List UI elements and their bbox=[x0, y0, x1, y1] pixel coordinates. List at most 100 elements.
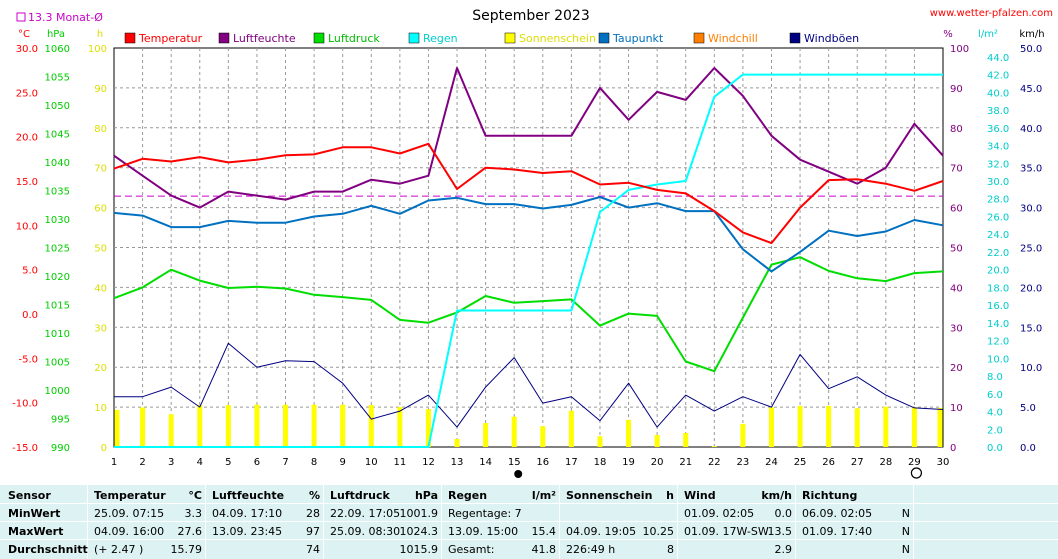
axis-unit-label: hPa bbox=[47, 29, 65, 40]
stats-cell-value: 15.79 bbox=[170, 543, 203, 556]
axis-tick-label: 90 bbox=[94, 84, 107, 95]
stats-header-unit: l/m² bbox=[531, 489, 556, 502]
stats-header-sun: Sonnenschein bbox=[566, 489, 653, 502]
x-tick-label: 14 bbox=[479, 457, 492, 468]
axis-tick-label: 90 bbox=[950, 84, 963, 95]
sunshine-bar bbox=[140, 407, 146, 447]
sunshine-bar bbox=[311, 404, 317, 447]
stats-cell-info: 04.09. 17:10 bbox=[212, 507, 283, 520]
legend-swatch bbox=[693, 32, 705, 44]
axis-tick-label: 80 bbox=[94, 124, 107, 135]
x-tick-label: 23 bbox=[737, 457, 750, 468]
axis-tick-label: 1020 bbox=[45, 272, 70, 283]
axis-tick-label: 10.0 bbox=[987, 354, 1009, 365]
axis-tick-label: 44.0 bbox=[987, 53, 1009, 64]
x-tick-label: 27 bbox=[851, 457, 864, 468]
axis-tick-label: 38.0 bbox=[987, 106, 1009, 117]
axis-tick-label: 100 bbox=[950, 44, 969, 55]
stats-row-divider bbox=[0, 521, 1058, 522]
stats-row-label: MaxWert bbox=[8, 525, 64, 538]
x-tick-label: 30 bbox=[937, 457, 950, 468]
stats-divider bbox=[795, 485, 796, 559]
x-tick-label: 10 bbox=[365, 457, 378, 468]
x-tick-label: 25 bbox=[794, 457, 807, 468]
axis-tick-label: 5.0 bbox=[22, 266, 38, 277]
axis-tick-label: 6.0 bbox=[987, 390, 1003, 401]
x-tick-label: 17 bbox=[565, 457, 578, 468]
axis-tick-label: 1000 bbox=[45, 386, 70, 397]
axis-tick-label: 1010 bbox=[45, 329, 70, 340]
sunshine-bar bbox=[225, 405, 231, 447]
sunshine-bar bbox=[454, 439, 460, 447]
axis-tick-label: 10.0 bbox=[16, 221, 38, 232]
sunshine-bar bbox=[597, 436, 603, 447]
stats-cell-info: 226:49 h bbox=[566, 543, 616, 556]
axis-tick-label: 25.0 bbox=[1020, 244, 1042, 255]
sunshine-bar bbox=[883, 406, 889, 447]
stats-divider bbox=[205, 485, 206, 559]
axis-tick-label: 70 bbox=[950, 164, 963, 175]
axis-tick-label: 26.0 bbox=[987, 212, 1009, 223]
axis-tick-label: 1055 bbox=[45, 73, 70, 84]
axis-unit-label: °C bbox=[18, 29, 30, 40]
axis-tick-label: 14.0 bbox=[987, 319, 1009, 330]
stats-cell-info: 01.09. 17:40 bbox=[802, 525, 873, 538]
sunshine-bar bbox=[568, 410, 574, 447]
axis-tick-label: 50 bbox=[94, 244, 107, 255]
axis-tick-label: 1045 bbox=[45, 130, 70, 141]
axis-tick-label: 10 bbox=[94, 403, 107, 414]
x-tick-label: 16 bbox=[536, 457, 549, 468]
sunshine-bar bbox=[283, 404, 289, 447]
x-tick-label: 8 bbox=[311, 457, 317, 468]
x-tick-label: 1 bbox=[111, 457, 117, 468]
axis-tick-label: 1040 bbox=[45, 158, 70, 169]
axis-tick-label: 30 bbox=[950, 323, 963, 334]
source-link[interactable]: www.wetter-pfalzen.com bbox=[930, 8, 1053, 19]
axis-tick-label: 20 bbox=[94, 363, 107, 374]
stats-row-label: Durchschnitt bbox=[8, 543, 88, 556]
stats-cell-value: N bbox=[901, 507, 910, 520]
x-tick-label: 18 bbox=[594, 457, 607, 468]
axis-tick-label: 12.0 bbox=[987, 337, 1009, 348]
axis-tick-label: 70 bbox=[94, 164, 107, 175]
x-tick-label: 2 bbox=[139, 457, 145, 468]
legend-swatch bbox=[313, 32, 325, 44]
x-tick-label: 21 bbox=[679, 457, 692, 468]
axis-tick-label: 5.0 bbox=[1020, 403, 1036, 414]
axis-tick-label: 20 bbox=[950, 363, 963, 374]
stats-cell-value: 3.3 bbox=[184, 507, 203, 520]
stats-header-unit: hPa bbox=[414, 489, 438, 502]
stats-cell-value: 1015.9 bbox=[399, 543, 439, 556]
legend-label: Taupunkt bbox=[612, 32, 664, 45]
x-tick-label: 6 bbox=[254, 457, 260, 468]
x-tick-label: 13 bbox=[451, 457, 464, 468]
x-tick-label: 9 bbox=[340, 457, 346, 468]
sunshine-bar bbox=[197, 405, 203, 447]
sunshine-bar bbox=[114, 409, 120, 447]
axis-tick-label: 50 bbox=[950, 244, 963, 255]
stats-cell-info: 13.09. 15:00 bbox=[448, 525, 519, 538]
axis-tick-label: 2.0 bbox=[987, 425, 1003, 436]
stats-header-unit: °C bbox=[188, 489, 202, 502]
stats-cell-info: 25.09. 08:30 bbox=[330, 525, 401, 538]
stats-row-divider bbox=[0, 503, 1058, 504]
axis-tick-label: 15.0 bbox=[1020, 323, 1042, 334]
stats-divider bbox=[441, 485, 442, 559]
stats-header-rain: Regen bbox=[448, 489, 488, 502]
stats-cell-value: N bbox=[901, 543, 910, 556]
axis-tick-label: 1050 bbox=[45, 101, 70, 112]
x-tick-label: 28 bbox=[879, 457, 892, 468]
stats-cell-info: Gesamt: bbox=[448, 543, 495, 556]
axis-tick-label: 36.0 bbox=[987, 124, 1009, 135]
stats-cell-info: 04.09. 16:00 bbox=[94, 525, 165, 538]
axis-tick-label: 1060 bbox=[45, 44, 70, 55]
sunshine-bar bbox=[937, 407, 943, 447]
axis-tick-label: 34.0 bbox=[987, 142, 1009, 153]
avg-marker-icon bbox=[16, 12, 26, 22]
chart-title: September 2023 bbox=[472, 8, 589, 24]
sunshine-bar bbox=[483, 423, 489, 447]
axis-tick-label: 40.0 bbox=[1020, 124, 1042, 135]
legend-label: Luftdruck bbox=[328, 32, 380, 45]
stats-cell-info: 01.09. 02:05 bbox=[684, 507, 755, 520]
stats-cell-value: 15.4 bbox=[531, 525, 557, 538]
